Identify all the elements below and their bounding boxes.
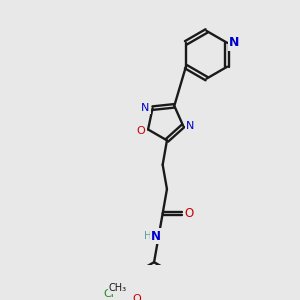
Text: Cl: Cl bbox=[103, 289, 114, 298]
Text: O: O bbox=[133, 294, 142, 300]
Text: N: N bbox=[229, 36, 239, 49]
Text: N: N bbox=[141, 103, 150, 113]
Text: H: H bbox=[144, 231, 152, 241]
Text: O: O bbox=[136, 126, 146, 136]
Text: N: N bbox=[151, 230, 161, 243]
Text: CH₃: CH₃ bbox=[109, 283, 127, 293]
Text: N: N bbox=[186, 121, 194, 131]
Text: O: O bbox=[184, 207, 194, 220]
